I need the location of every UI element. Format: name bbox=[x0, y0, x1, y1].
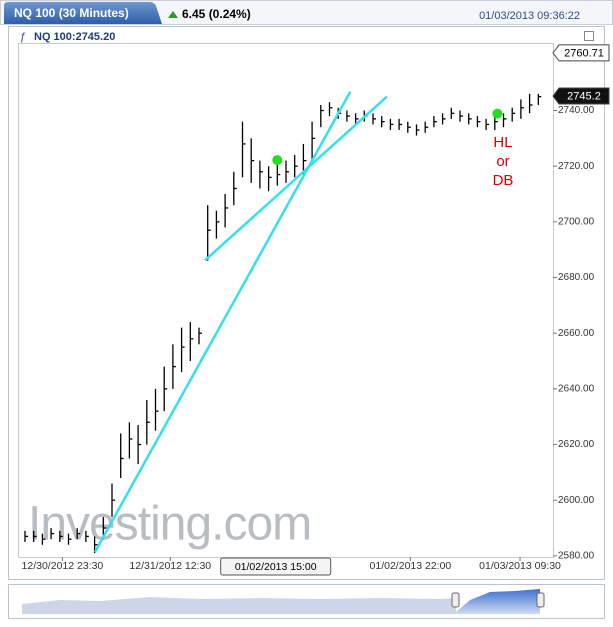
marker-dot bbox=[492, 108, 503, 119]
x-tick-label: 01/03/2013 09:30 bbox=[479, 560, 561, 572]
y-tick-label: 2680.00 bbox=[558, 272, 595, 283]
title: NQ 100 (30 Minutes) bbox=[14, 6, 129, 20]
y-tick-label: 2740.00 bbox=[558, 105, 595, 116]
watermark: Investing.com bbox=[28, 498, 311, 551]
navigator-handle[interactable] bbox=[451, 592, 460, 608]
panel bbox=[8, 26, 605, 580]
price-label: 2760.71 bbox=[564, 47, 604, 59]
annotation: or bbox=[496, 153, 509, 170]
navigator-handle[interactable] bbox=[536, 592, 545, 608]
change: 6.45 (0.24%) bbox=[182, 7, 251, 21]
price-label-box bbox=[552, 44, 610, 62]
symbol-label: NQ 100:2745.20 bbox=[34, 31, 115, 43]
y-tick-label: 2580.00 bbox=[558, 551, 595, 562]
f-icon: ƒ bbox=[20, 31, 26, 43]
crosshair-box bbox=[220, 557, 332, 576]
x-tick-label: 12/30/2012 23:30 bbox=[22, 560, 104, 572]
price-label-box bbox=[552, 87, 610, 105]
x-tick-label: 12/31/2012 12:30 bbox=[129, 560, 211, 572]
annotation: HL bbox=[493, 134, 512, 151]
title-tab bbox=[4, 2, 162, 24]
y-tick-label: 2660.00 bbox=[558, 328, 595, 339]
trendline bbox=[204, 95, 388, 262]
marker-dot bbox=[272, 155, 283, 166]
x-tick-label: 01/02/2013 22:00 bbox=[370, 560, 452, 572]
price-label: 2745.2 bbox=[567, 90, 601, 102]
y-tick-label: 2700.00 bbox=[558, 217, 595, 228]
y-tick-label: 2620.00 bbox=[558, 439, 595, 450]
annotation: DB bbox=[493, 172, 514, 189]
up-arrow bbox=[168, 11, 178, 18]
minimize-button[interactable] bbox=[584, 31, 594, 41]
y-tick-label: 2600.00 bbox=[558, 495, 595, 506]
y-tick-label: 2640.00 bbox=[558, 384, 595, 395]
y-tick-label: 2720.00 bbox=[558, 161, 595, 172]
navigator-selection bbox=[456, 589, 540, 614]
crosshair-label: 01/02/2013 15:00 bbox=[235, 561, 317, 573]
timestamp: 01/03/2013 09:36:22 bbox=[479, 10, 580, 22]
navigator-area bbox=[22, 597, 456, 614]
